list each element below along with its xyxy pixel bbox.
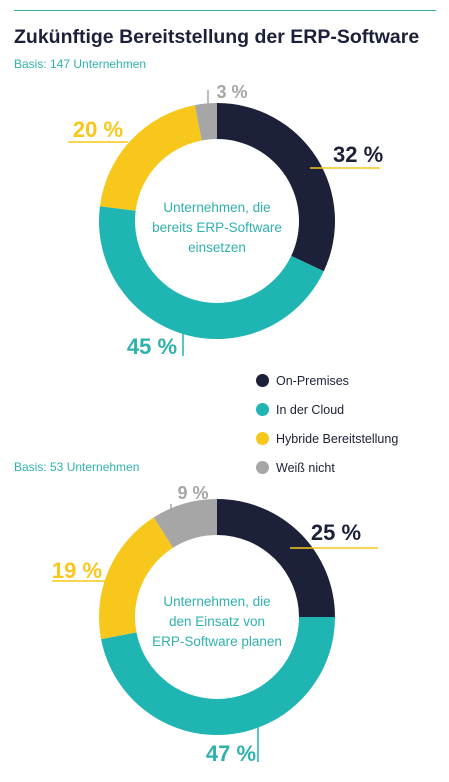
chart-legend: On-Premises In der Cloud Hybride Bereits… (256, 366, 398, 482)
donut-1-slice-hybrid (99, 105, 202, 211)
donut-1-slice-unknown (194, 103, 217, 141)
donut-2-slice-on-premises (217, 499, 335, 617)
donut-1-value-label-on-premises: 32 % (333, 142, 383, 167)
donut-2-center-label-line-1: Unternehmen, die (163, 594, 270, 609)
legend-item-hybrid: Hybride Bereitstellung (256, 424, 398, 453)
donut-1-center-label-line-1: Unternehmen, die (163, 200, 270, 215)
legend-label-on-premises: On-Premises (276, 373, 349, 388)
donut-1-center-label-line-2: bereits ERP-Software (152, 220, 282, 235)
donut-1-slice-cloud (98, 206, 324, 339)
legend-swatch-hybrid (256, 432, 269, 445)
basis-label-chart-2: Basis: 53 Unternehmen (14, 460, 140, 474)
basis-label-chart-1: Basis: 147 Unternehmen (14, 57, 147, 71)
legend-swatch-cloud (256, 403, 269, 416)
top-divider (14, 10, 436, 11)
donut-2-slice-hybrid (98, 517, 174, 640)
donut-2-center-label-line-2: den Einsatz von (169, 614, 265, 629)
legend-item-cloud: In der Cloud (256, 395, 398, 424)
donut-1-value-label-unknown: 3 % (216, 82, 247, 102)
donut-1-value-label-hybrid: 20 % (73, 117, 123, 142)
donut-1-slice-on-premises (217, 103, 335, 272)
donut-2-value-label-unknown: 9 % (177, 483, 208, 503)
donut-2-slice-cloud (101, 617, 335, 735)
donut-2-value-label-cloud: 47 % (206, 741, 256, 766)
legend-label-hybrid: Hybride Bereitstellung (276, 431, 399, 446)
legend-item-on-premises: On-Premises (256, 366, 398, 395)
legend-swatch-unknown (256, 461, 269, 474)
legend-swatch-on-premises (256, 374, 269, 387)
donut-1-value-label-cloud: 45 % (127, 334, 177, 359)
legend-label-unknown: Weiß nicht (276, 460, 335, 475)
donut-2-value-label-on-premises: 25 % (311, 520, 361, 545)
donut-2-value-label-hybrid: 19 % (52, 558, 102, 583)
legend-label-cloud: In der Cloud (276, 402, 345, 417)
donut-2-slice-unknown (153, 499, 217, 548)
legend-item-unknown: Weiß nicht (256, 453, 398, 482)
donut-2-center-label-line-3: ERP-Software planen (152, 634, 282, 649)
page-title: Zukünftige Bereitstellung der ERP-Softwa… (14, 26, 420, 48)
donut-1-center-label-line-3: einsetzen (188, 240, 246, 255)
